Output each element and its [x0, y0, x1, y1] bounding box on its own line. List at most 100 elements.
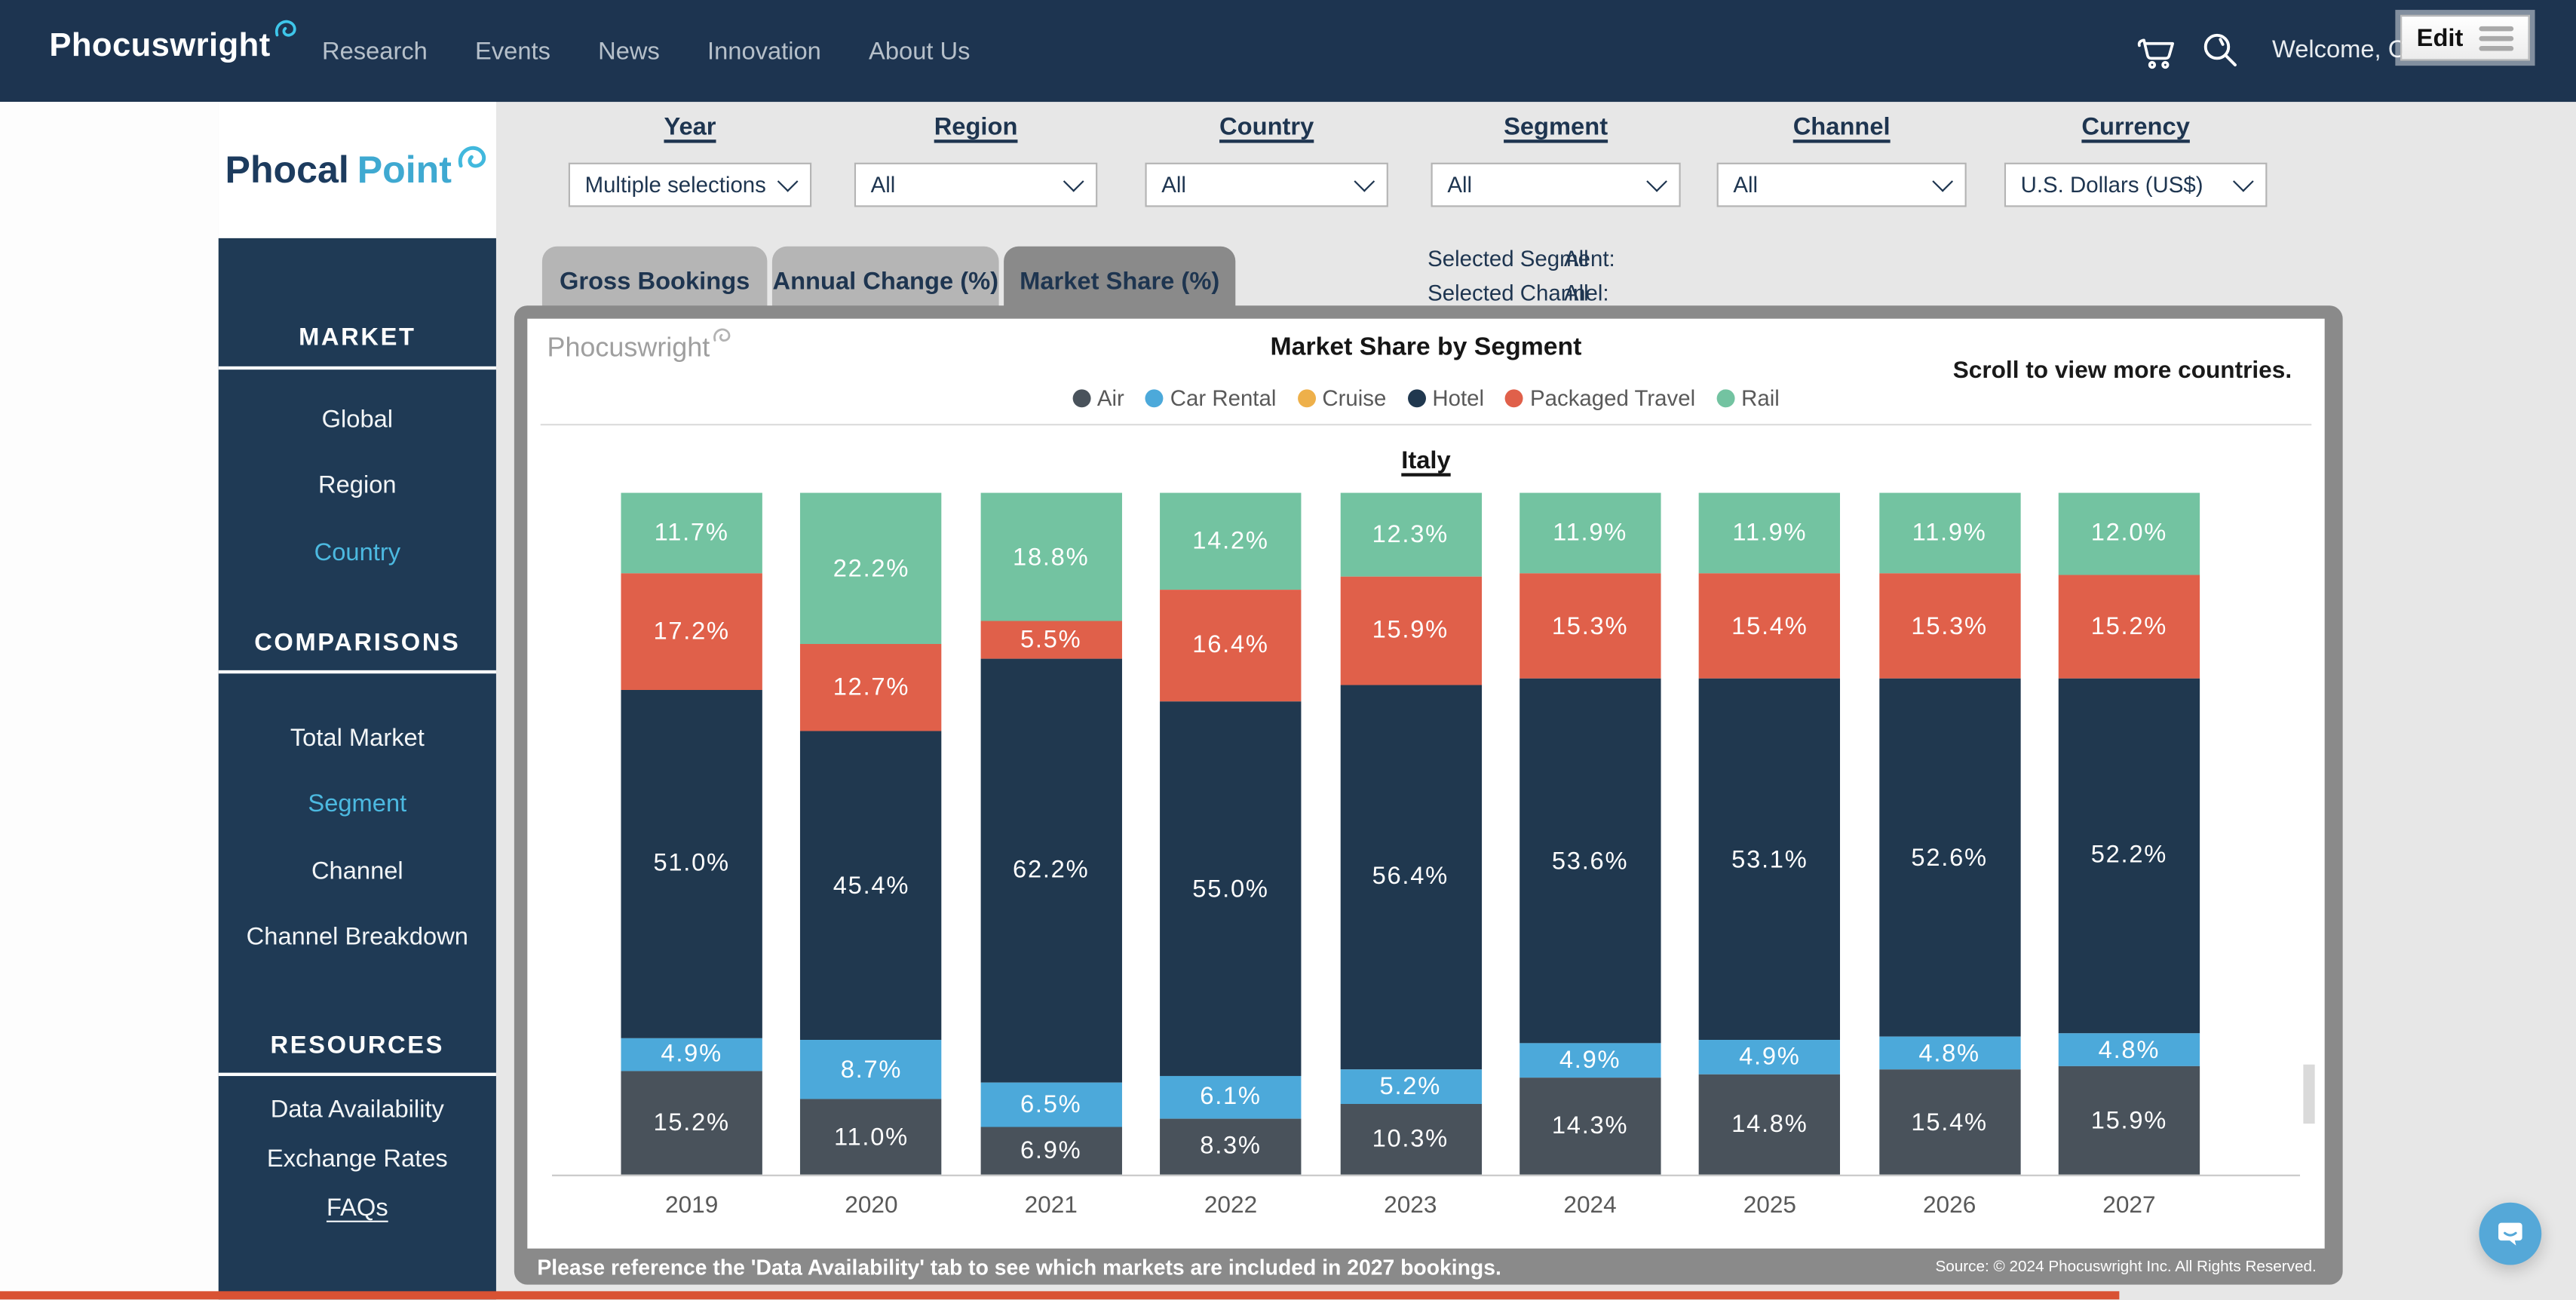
- bar-value-label: 56.4%: [1372, 863, 1449, 891]
- watermark-swirl-icon: [713, 328, 731, 342]
- sidebar-item-data-availability[interactable]: Data Availability: [270, 1096, 444, 1124]
- bar-segment-rail-2023: 12.3%: [1339, 492, 1481, 577]
- bar-value-label: 45.4%: [833, 871, 910, 900]
- bar-segment-car-rental-2024: 4.9%: [1519, 1044, 1661, 1078]
- bar-value-label: 15.2%: [653, 1108, 730, 1137]
- filter-dropdown-country[interactable]: All: [1145, 162, 1388, 207]
- sidebar-item-channel-breakdown[interactable]: Channel Breakdown: [246, 923, 468, 952]
- bar-segment-car-rental-2025: 4.9%: [1699, 1040, 1841, 1075]
- nav-link-about-us[interactable]: About Us: [869, 37, 971, 66]
- bar-segment-air-2020: 11.0%: [800, 1099, 943, 1175]
- left-margin: [0, 102, 219, 1300]
- filter-label-region: Region: [934, 113, 1018, 142]
- bar-value-label: 8.3%: [1200, 1132, 1262, 1160]
- phocal-point-logo[interactable]: Phocal Point: [218, 102, 496, 238]
- bar-segment-packaged-travel-2025: 15.4%: [1699, 574, 1841, 679]
- sidebar-nav: MARKET Global Region Country COMPARISONS Tota…: [218, 238, 496, 1300]
- sidebar-divider: [218, 366, 496, 370]
- stacked-bar-plot: 11.7% 17.2% 51.0% 4.9% 15.2% 22.2% 12.7% 45.4% 8…: [621, 492, 2200, 1175]
- nav-link-events[interactable]: Events: [475, 37, 550, 66]
- edit-hamburger-icon: [2479, 25, 2514, 51]
- filter-dropdown-currency[interactable]: U.S. Dollars (US$): [2004, 162, 2268, 207]
- filter-dropdown-region[interactable]: All: [854, 162, 1098, 207]
- chart-area: Phocuswright Market Share by Segment Scr…: [527, 318, 2325, 1249]
- bar-segment-car-rental-2027: 4.8%: [2058, 1033, 2200, 1067]
- tab-annual-change[interactable]: Annual Change (%): [771, 246, 999, 316]
- chart-frame-footer: Please reference the 'Data Availability'…: [537, 1249, 2316, 1285]
- sidebar-item-region[interactable]: Region: [318, 471, 397, 500]
- selection-value-1: All: [1563, 281, 1589, 306]
- bar-value-label: 6.1%: [1200, 1083, 1262, 1111]
- bar-value-label: 55.0%: [1192, 875, 1269, 903]
- phocuswright-swirl-icon: [274, 20, 296, 37]
- tab-market-share[interactable]: Market Share (%): [1004, 246, 1236, 316]
- sidebar-item-country[interactable]: Country: [314, 538, 401, 567]
- bar-segment-car-rental-2022: 6.1%: [1160, 1076, 1302, 1118]
- bar-2024: 11.9% 15.3% 53.6% 4.9% 14.3%: [1519, 492, 1661, 1175]
- sidebar-item-segment[interactable]: Segment: [308, 790, 407, 818]
- bar-segment-hotel-2020: 45.4%: [800, 731, 943, 1041]
- bar-segment-packaged-travel-2023: 15.9%: [1339, 576, 1481, 685]
- sidebar-section-comparisons: COMPARISONS: [254, 629, 461, 658]
- filter-dropdown-segment[interactable]: All: [1431, 162, 1681, 207]
- bar-value-label: 15.9%: [2090, 1106, 2168, 1135]
- x-tick-2023: 2023: [1384, 1192, 1437, 1219]
- bar-value-label: 4.9%: [1559, 1046, 1621, 1075]
- bar-segment-air-2019: 15.2%: [621, 1071, 762, 1175]
- welcome-text: Welcome, C: [2271, 35, 2406, 64]
- x-axis-line: [551, 1174, 2300, 1176]
- search-icon[interactable]: [2198, 28, 2241, 71]
- bar-segment-air-2027: 15.9%: [2058, 1066, 2200, 1175]
- legend-dot-packaged-travel: [1505, 389, 1524, 408]
- legend-dot-hotel: [1407, 389, 1426, 408]
- nav-link-research[interactable]: Research: [321, 37, 428, 66]
- filter-dropdown-channel[interactable]: All: [1716, 162, 1967, 207]
- filter-value-country: All: [1161, 172, 1186, 198]
- tab-gross-bookings[interactable]: Gross Bookings: [541, 246, 768, 316]
- bar-segment-air-2026: 15.4%: [1878, 1069, 2020, 1175]
- bar-value-label: 8.7%: [840, 1056, 903, 1084]
- chat-launcher-button[interactable]: [2479, 1202, 2542, 1265]
- bar-2021: 18.8% 5.5% 62.2% 6.5% 6.9%: [980, 492, 1122, 1175]
- bar-value-label: 11.9%: [1912, 519, 1987, 547]
- chat-icon: [2498, 1222, 2522, 1246]
- bar-segment-packaged-travel-2019: 17.2%: [621, 572, 762, 690]
- chart-frame: Phocuswright Market Share by Segment Scr…: [514, 305, 2343, 1285]
- bar-value-label: 22.2%: [833, 554, 910, 583]
- x-tick-2026: 2026: [1922, 1192, 1976, 1219]
- sidebar-item-global[interactable]: Global: [321, 406, 394, 434]
- edit-button[interactable]: Edit: [2395, 10, 2535, 66]
- sidebar-item-exchange-rates[interactable]: Exchange Rates: [266, 1145, 448, 1173]
- bar-value-label: 11.0%: [833, 1123, 909, 1151]
- bar-value-label: 15.3%: [1551, 612, 1629, 640]
- legend-separator: [540, 424, 2312, 426]
- filter-value-currency: U.S. Dollars (US$): [2020, 172, 2203, 198]
- sidebar-item-total-market[interactable]: Total Market: [290, 724, 425, 753]
- bar-value-label: 6.5%: [1020, 1090, 1082, 1119]
- nav-link-innovation[interactable]: Innovation: [707, 37, 821, 66]
- legend-item-air: Air: [1072, 386, 1124, 411]
- bar-value-label: 17.2%: [653, 617, 730, 645]
- filter-dropdown-year[interactable]: Multiple selections: [568, 162, 812, 207]
- bar-value-label: 15.9%: [1372, 616, 1449, 645]
- legend-item-packaged-travel: Packaged Travel: [1505, 386, 1695, 411]
- sidebar-item-faqs[interactable]: FAQs: [326, 1194, 388, 1222]
- filter-value-region: All: [870, 172, 896, 198]
- sidebar-item-channel[interactable]: Channel: [311, 857, 403, 886]
- bar-segment-car-rental-2023: 5.2%: [1339, 1069, 1481, 1105]
- bar-value-label: 11.9%: [1732, 519, 1808, 547]
- bar-segment-packaged-travel-2027: 15.2%: [2058, 574, 2200, 679]
- x-tick-2025: 2025: [1743, 1192, 1796, 1219]
- bar-segment-air-2025: 14.8%: [1699, 1074, 1841, 1175]
- phocuswright-logo[interactable]: Phocuswright: [49, 20, 298, 66]
- x-tick-2020: 2020: [845, 1192, 898, 1219]
- chart-scrollbar-thumb[interactable]: [2303, 1064, 2315, 1124]
- bar-segment-hotel-2025: 53.1%: [1699, 679, 1841, 1041]
- chevron-down-icon: [2232, 170, 2254, 192]
- chart-watermark-text: Phocuswright: [547, 333, 710, 363]
- filter-value-segment: All: [1447, 172, 1473, 198]
- cart-icon[interactable]: [2136, 29, 2180, 72]
- bar-segment-air-2023: 10.3%: [1339, 1104, 1481, 1175]
- nav-link-news[interactable]: News: [598, 37, 660, 66]
- bar-segment-hotel-2024: 53.6%: [1519, 678, 1661, 1044]
